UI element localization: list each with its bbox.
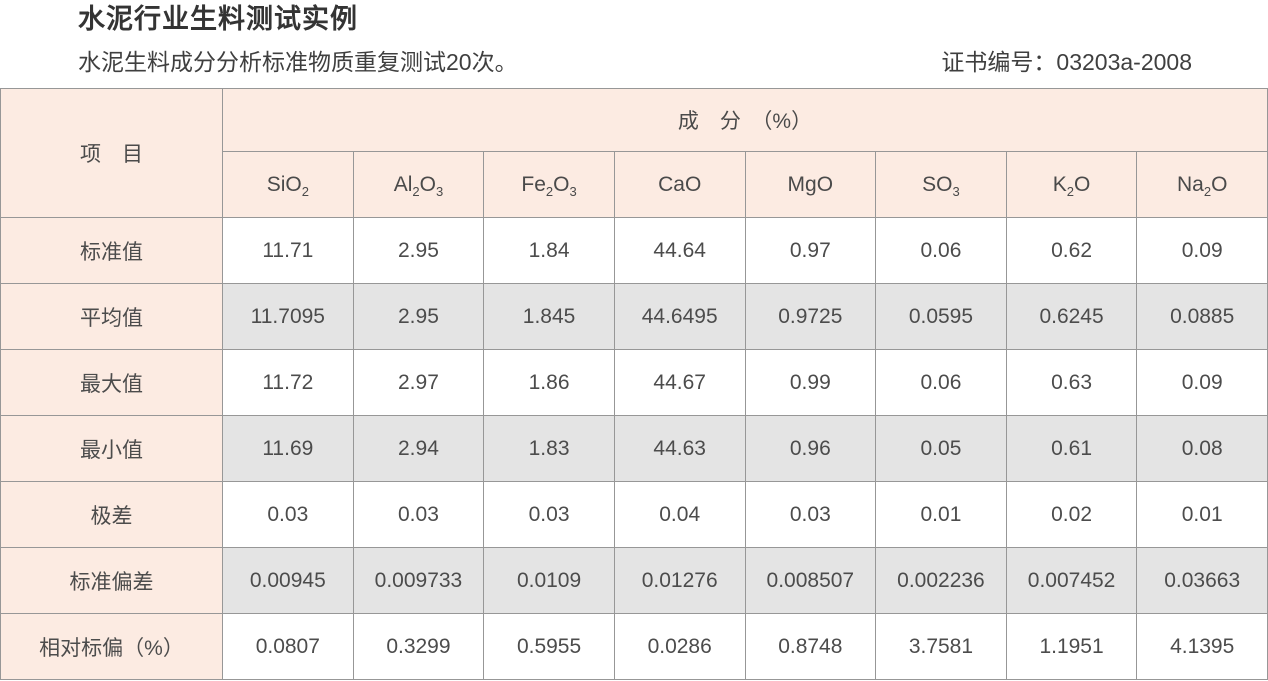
table-row: 标准值 11.71 2.95 1.84 44.64 0.97 0.06 0.62 0.09 [0, 217, 1268, 284]
value-cell: 1.1951 [1005, 613, 1138, 680]
value-cell: 44.63 [613, 415, 746, 482]
value-cell: 2.94 [352, 415, 485, 482]
group-header-row: 项 目 成 分 （%） [0, 88, 1268, 218]
value-cell: 0.02 [1005, 481, 1138, 548]
value-cell: 0.03 [483, 481, 615, 548]
value-cell: 0.61 [1005, 415, 1138, 482]
value-cell: 0.00945 [222, 547, 354, 614]
value-cell: 44.67 [613, 349, 746, 416]
value-cell: 0.03 [222, 481, 354, 548]
value-cell: 0.03 [352, 481, 485, 548]
column-header: MgO [744, 151, 877, 218]
value-cell: 0.03663 [1136, 547, 1268, 614]
value-cell: 0.8748 [744, 613, 877, 680]
value-cell: 0.0286 [613, 613, 746, 680]
value-cell: 0.3299 [352, 613, 485, 680]
composition-header-cell: 成 分 （%） [222, 88, 1268, 152]
value-cell: 0.04 [613, 481, 746, 548]
page-title: 水泥行业生料测试实例 [78, 4, 358, 34]
row-label: 标准值 [0, 217, 223, 284]
certificate-value: 03203a-2008 [1056, 48, 1192, 75]
value-cell: 0.06 [875, 217, 1007, 284]
composition-table: 项 目 成 分 （%） SiO2 Al2O3 Fe2O3 CaO MgO SO3 K2O Na… [0, 88, 1268, 680]
table-row: 极差 0.03 0.03 0.03 0.04 0.03 0.01 0.02 0.01 [0, 481, 1268, 548]
value-cell: 0.9725 [744, 283, 877, 350]
value-cell: 1.845 [483, 283, 615, 350]
value-cell: 11.69 [222, 415, 354, 482]
value-cell: 4.1395 [1136, 613, 1268, 680]
value-cell: 44.6495 [613, 283, 746, 350]
value-cell: 0.009733 [352, 547, 485, 614]
value-cell: 3.7581 [875, 613, 1007, 680]
value-cell: 0.97 [744, 217, 877, 284]
value-cell: 0.008507 [744, 547, 877, 614]
value-cell: 0.96 [744, 415, 877, 482]
value-cell: 44.64 [613, 217, 746, 284]
column-header: CaO [613, 151, 746, 218]
value-cell: 2.95 [352, 283, 485, 350]
certificate-number: 证书编号：03203a-2008 [941, 43, 1192, 77]
value-cell: 0.5955 [483, 613, 615, 680]
certificate-label: 证书编号： [941, 48, 1057, 75]
item-header-cell: 项 目 [0, 88, 223, 218]
value-cell: 1.86 [483, 349, 615, 416]
value-cell: 0.06 [875, 349, 1007, 416]
value-cell: 11.72 [222, 349, 354, 416]
value-cell: 0.09 [1136, 349, 1268, 416]
row-label: 平均值 [0, 283, 223, 350]
value-cell: 0.0807 [222, 613, 354, 680]
value-cell: 0.99 [744, 349, 877, 416]
value-cell: 0.01 [875, 481, 1007, 548]
value-cell: 2.95 [352, 217, 485, 284]
value-cell: 0.0109 [483, 547, 615, 614]
value-cell: 1.83 [483, 415, 615, 482]
row-label: 标准偏差 [0, 547, 223, 614]
table-row: 相对标偏（%） 0.0807 0.3299 0.5955 0.0286 0.8748 3.7… [0, 613, 1268, 680]
value-cell: 0.08 [1136, 415, 1268, 482]
value-cell: 0.09 [1136, 217, 1268, 284]
value-cell: 11.7095 [222, 283, 354, 350]
table-row: 标准偏差 0.00945 0.009733 0.0109 0.01276 0.008507… [0, 547, 1268, 614]
value-cell: 11.71 [222, 217, 354, 284]
value-cell: 0.002236 [875, 547, 1007, 614]
table-head: 项 目 成 分 （%） SiO2 Al2O3 Fe2O3 CaO MgO SO3 K2O Na… [0, 88, 1268, 218]
table-row: 最小值 11.69 2.94 1.83 44.63 0.96 0.05 0.61 0.08 [0, 415, 1268, 482]
value-cell: 0.0595 [875, 283, 1007, 350]
value-cell: 1.84 [483, 217, 615, 284]
value-cell: 0.01276 [613, 547, 746, 614]
row-label: 相对标偏（%） [0, 613, 223, 680]
value-cell: 0.007452 [1005, 547, 1138, 614]
value-cell: 0.01 [1136, 481, 1268, 548]
table-body: 标准值 11.71 2.95 1.84 44.64 0.97 0.06 0.62 0.09 平均值… [0, 217, 1268, 680]
page-subtitle: 水泥生料成分分析标准物质重复测试20次。 [78, 48, 518, 75]
column-header: Al2O3 [352, 151, 485, 218]
formula-header-row: SiO2 Al2O3 Fe2O3 CaO MgO SO3 K2O Na2O [1, 151, 1268, 218]
row-label: 最大值 [0, 349, 223, 416]
column-header: SiO2 [222, 151, 354, 218]
value-cell: 2.97 [352, 349, 485, 416]
header-block: 水泥行业生料测试实例 水泥生料成分分析标准物质重复测试20次。 证书编号：032… [0, 0, 1268, 88]
subtitle-row: 水泥生料成分分析标准物质重复测试20次。 证书编号：03203a-2008 [0, 37, 1268, 77]
table-row: 平均值 11.7095 2.95 1.845 44.6495 0.9725 0.0595 0.… [0, 283, 1268, 350]
row-label: 最小值 [0, 415, 223, 482]
row-label: 极差 [0, 481, 223, 548]
column-header: Fe2O3 [483, 151, 615, 218]
value-cell: 0.0885 [1136, 283, 1268, 350]
value-cell: 0.63 [1005, 349, 1138, 416]
value-cell: 0.62 [1005, 217, 1138, 284]
column-header: K2O [1005, 151, 1138, 218]
value-cell: 0.05 [875, 415, 1007, 482]
column-header: Na2O [1136, 151, 1268, 218]
column-header: SO3 [875, 151, 1007, 218]
value-cell: 0.03 [744, 481, 877, 548]
value-cell: 0.6245 [1005, 283, 1138, 350]
table-row: 最大值 11.72 2.97 1.86 44.67 0.99 0.06 0.63 0.09 [0, 349, 1268, 416]
